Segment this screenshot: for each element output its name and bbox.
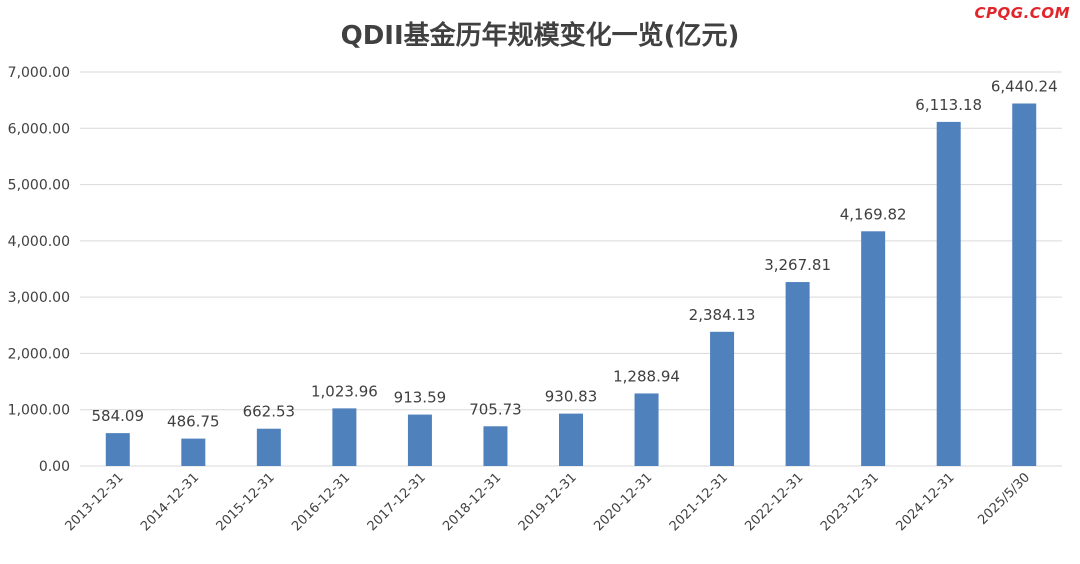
data-label: 662.53	[243, 403, 296, 421]
y-tick-label: 3,000.00	[8, 290, 70, 306]
x-tick-label: 2022-12-31	[742, 470, 806, 534]
data-label: 6,440.24	[991, 78, 1058, 96]
x-tick-label: 2025/5/30	[975, 470, 1033, 528]
data-label: 2,384.13	[689, 306, 756, 324]
bar	[332, 408, 357, 466]
y-axis-ticks: 0.00 1,000.00 2,000.00 3,000.00 4,000.00 5,00…	[8, 65, 70, 475]
data-label: 486.75	[167, 413, 220, 431]
gridlines	[80, 71, 1062, 467]
y-tick-label: 5,000.00	[8, 178, 70, 194]
bar	[785, 282, 810, 466]
bar	[936, 121, 961, 467]
x-tick-label: 2018-12-31	[440, 470, 504, 534]
x-tick-label: 2017-12-31	[365, 470, 429, 534]
y-tick-label: 4,000.00	[8, 234, 70, 250]
y-tick-label: 2,000.00	[8, 346, 70, 362]
y-tick-label: 1,000.00	[8, 403, 70, 419]
y-tick-label: 0.00	[39, 459, 70, 475]
x-tick-label: 2014-12-31	[138, 470, 202, 534]
bar	[483, 426, 508, 466]
data-labels: 584.09 486.75 662.53 1,023.96 913.59 705.73 93…	[92, 78, 1058, 431]
bars	[105, 103, 1037, 467]
data-label: 6,113.18	[915, 96, 982, 114]
bar	[256, 428, 281, 466]
bar	[181, 438, 206, 466]
data-label: 913.59	[394, 389, 447, 407]
data-label: 4,169.82	[840, 205, 907, 223]
x-axis-ticks: 2013-12-31 2014-12-31 2015-12-31 2016-12-31…	[63, 470, 1033, 534]
x-tick-label: 2015-12-31	[214, 470, 278, 534]
x-tick-label: 2020-12-31	[591, 470, 655, 534]
x-tick-label: 2021-12-31	[667, 470, 731, 534]
x-tick-label: 2023-12-31	[818, 470, 882, 534]
data-label: 1,288.94	[613, 367, 680, 385]
x-tick-label: 2016-12-31	[289, 470, 353, 534]
y-tick-label: 6,000.00	[8, 121, 70, 137]
watermark-logo: CPQG.COM	[974, 4, 1070, 22]
data-label: 930.83	[545, 388, 598, 406]
y-tick-label: 7,000.00	[8, 65, 70, 81]
bar	[407, 414, 432, 466]
bar	[105, 433, 130, 466]
data-label: 3,267.81	[764, 256, 831, 274]
x-tick-label: 2024-12-31	[893, 470, 957, 534]
chart-title: QDII基金历年规模变化一览(亿元)	[341, 20, 740, 51]
bar	[861, 231, 886, 466]
x-tick-label: 2019-12-31	[516, 470, 580, 534]
bar	[710, 331, 735, 466]
bar	[1012, 103, 1037, 466]
bar	[559, 413, 583, 466]
bar	[634, 393, 659, 466]
data-label: 584.09	[92, 407, 145, 425]
x-tick-label: 2013-12-31	[63, 470, 127, 534]
data-label: 1,023.96	[311, 382, 378, 400]
data-label: 705.73	[469, 400, 522, 418]
